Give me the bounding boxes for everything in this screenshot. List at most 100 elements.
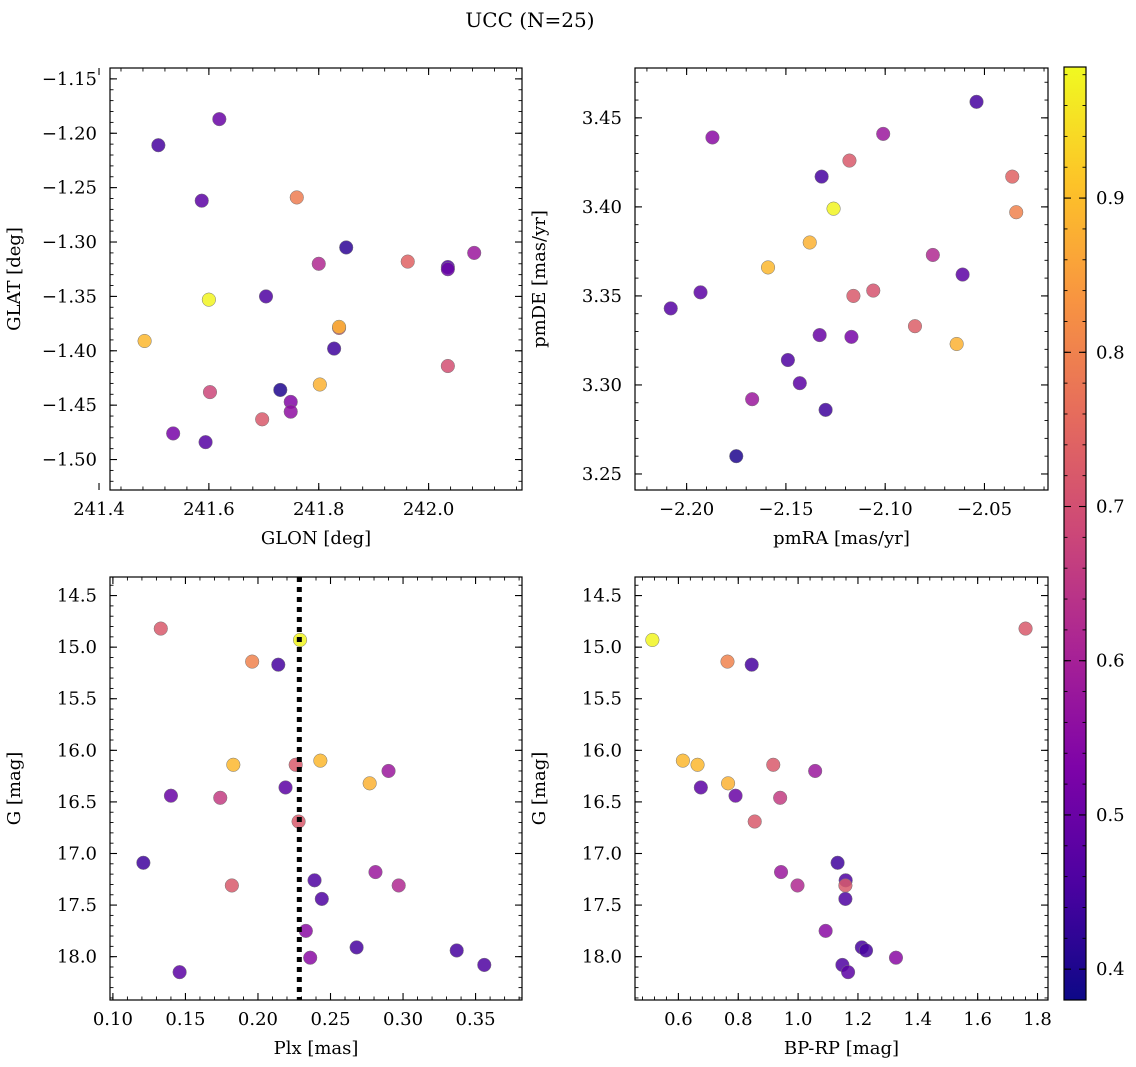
colorbar-tick-label: 0.8: [1096, 342, 1125, 363]
scatter-point: [136, 855, 151, 870]
x-tick-label: −2.15: [758, 499, 813, 520]
scatter-point: [332, 319, 347, 334]
scatter-point: [194, 193, 209, 208]
scatter-point: [814, 169, 829, 184]
scatter-point: [224, 878, 239, 893]
scatter-point: [212, 112, 227, 127]
scatter-point: [773, 790, 788, 805]
scatter-point: [255, 412, 270, 427]
scatter-point: [1009, 205, 1024, 220]
scatter-point: [201, 292, 216, 307]
x-tick-label: 0.20: [238, 1009, 278, 1030]
y-tick-label: 16.5: [582, 792, 622, 813]
y-tick-label: 14.5: [57, 586, 97, 607]
scatter-point: [790, 878, 805, 893]
colorbar-tick-label: 0.4: [1096, 959, 1125, 980]
scatter-point: [766, 757, 781, 772]
scatter-point: [907, 319, 923, 334]
scatter-point: [830, 855, 845, 870]
scatter-point: [1018, 621, 1033, 636]
scatter-point: [362, 776, 377, 791]
x-axis-label: BP-RP [mag]: [784, 1038, 899, 1059]
scatter-point: [690, 757, 705, 772]
y-tick-label: 15.0: [582, 637, 622, 658]
scatter-point: [391, 878, 406, 893]
y-tick-label: −1.15: [42, 69, 97, 90]
y-axis-label: pmDE [mas/yr]: [529, 210, 550, 348]
axes-frame: [634, 576, 1049, 1001]
y-tick-label: 3.30: [582, 375, 622, 396]
scatter-point: [838, 878, 853, 893]
axes-frame: [634, 67, 1049, 491]
scatter-point: [258, 289, 274, 304]
y-tick-label: −1.35: [42, 286, 97, 307]
scatter-point: [271, 657, 286, 672]
y-tick-label: 17.0: [582, 843, 622, 864]
scatter-point: [278, 780, 293, 795]
scatter-point: [213, 790, 228, 805]
y-axis-label: GLAT [deg]: [4, 227, 25, 331]
scatter-point: [311, 256, 326, 271]
x-tick-label: 0.10: [93, 1009, 133, 1030]
scatter-point: [838, 891, 853, 906]
y-tick-label: 14.5: [582, 586, 622, 607]
x-tick-label: −2.20: [659, 499, 714, 520]
scatter-point: [137, 333, 152, 349]
y-tick-label: 18.0: [582, 947, 622, 968]
x-tick-label: 1.2: [844, 1009, 873, 1030]
scatter-point: [846, 288, 861, 303]
scatter-point: [645, 632, 660, 647]
scatter-point: [818, 923, 833, 938]
scatter-point: [198, 435, 213, 450]
y-tick-label: −1.50: [42, 450, 97, 471]
x-tick-label: 1.6: [963, 1009, 992, 1030]
x-tick-label: 0.30: [383, 1009, 423, 1030]
scatter-point: [289, 190, 304, 205]
scatter-point: [728, 788, 743, 803]
y-tick-label: 15.0: [57, 637, 97, 658]
scatter-point: [705, 130, 720, 145]
y-tick-label: 15.5: [57, 689, 97, 710]
scatter-point: [744, 657, 759, 672]
y-tick-label: 16.0: [582, 740, 622, 761]
colorbar-tick-label: 0.6: [1096, 651, 1125, 672]
x-tick-label: 1.0: [784, 1009, 813, 1030]
scatter-point: [955, 267, 970, 282]
y-tick-label: 17.5: [582, 895, 622, 916]
scatter-point: [818, 402, 833, 417]
scatter-point: [449, 943, 464, 958]
y-tick-label: 16.0: [57, 740, 97, 761]
scatter-point: [876, 126, 891, 141]
scatter-panel-4: 0.6 0.8 1.0 1.2 1.4 1.6 1.8 14.5 15.0 15.5 16.0 16.…: [529, 576, 1052, 1059]
scatter-panel-2: −2.20 −2.15 −2.10 −2.05 3.25 3.30 3.35 3.40 3.45…: [529, 67, 1049, 549]
y-tick-label: 3.25: [582, 464, 622, 485]
scatter-point: [844, 329, 859, 344]
scatter-point: [949, 336, 964, 352]
x-tick-label: 1.4: [903, 1009, 932, 1030]
y-tick-label: 3.45: [582, 108, 622, 129]
scatter-point: [327, 341, 342, 356]
scatter-panel-3: 0.10 0.15 0.20 0.25 0.30 0.35 14.5 15.0 15.5 16.0…: [4, 576, 523, 1059]
scatter-point: [925, 247, 940, 263]
scatter-point: [368, 865, 383, 880]
scatter-point: [663, 301, 678, 316]
x-tick-label: 241.8: [293, 499, 345, 520]
scatter-point: [163, 788, 178, 803]
y-tick-label: −1.30: [42, 232, 97, 253]
colorbar-gradient: [1063, 66, 1087, 1001]
x-tick-label: 0.15: [165, 1009, 205, 1030]
y-tick-label: 16.5: [57, 792, 97, 813]
scatter-point: [693, 780, 708, 795]
x-tick-label: 0.8: [724, 1009, 753, 1030]
scatter-point: [400, 254, 415, 269]
scatter-point: [381, 763, 396, 779]
x-axis-label: pmRA [mas/yr]: [773, 528, 910, 549]
x-tick-label: 242.0: [403, 499, 455, 520]
y-axis-label: G [mag]: [529, 752, 550, 825]
scatter-point: [773, 865, 789, 880]
y-tick-label: 17.0: [57, 843, 97, 864]
y-tick-label: −1.45: [42, 395, 97, 416]
colorbar-tick-label: 0.9: [1096, 188, 1125, 209]
x-tick-label: 241.4: [73, 499, 125, 520]
